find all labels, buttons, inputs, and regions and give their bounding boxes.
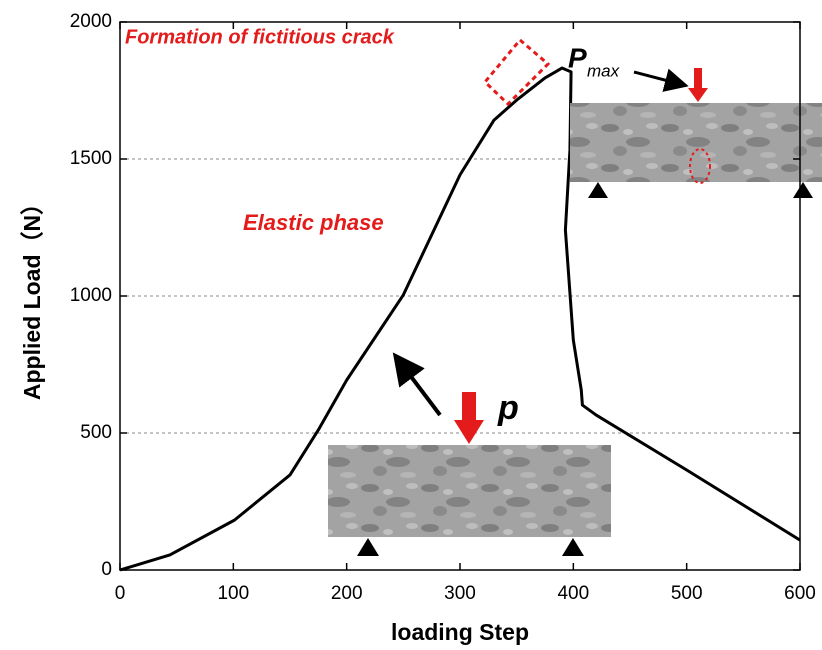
beam-image xyxy=(570,103,822,182)
beam-image xyxy=(328,445,611,537)
load-arrow xyxy=(688,88,708,102)
crack-circle xyxy=(689,148,711,184)
load-arrow xyxy=(462,392,476,420)
peak-label-sub: max xyxy=(587,61,620,80)
annotation: p xyxy=(497,389,519,427)
x-tick-label: 100 xyxy=(217,583,249,604)
x-tick-label: 500 xyxy=(671,583,703,604)
axis-frame xyxy=(119,21,801,571)
axes: 0 500 1000 1500 2000 0 100 200 300 400 500 600 loadi… xyxy=(19,11,816,645)
support xyxy=(793,182,813,198)
y-tick-label: 500 xyxy=(80,422,112,443)
load-curve xyxy=(119,66,801,572)
x-axis-title: loading Step xyxy=(391,619,529,645)
x-tick-label: 600 xyxy=(784,583,816,604)
annotation: Formation of fictitious crack xyxy=(125,26,395,48)
x-tick-label: 400 xyxy=(557,583,589,604)
beam-insets: Formation of fictitious crack Elastic ph… xyxy=(125,26,822,556)
x-tick-label: 200 xyxy=(331,583,363,604)
x-tick-label: 300 xyxy=(444,583,476,604)
support xyxy=(562,538,584,556)
y-tick-label: 1000 xyxy=(70,285,112,306)
support xyxy=(357,538,379,556)
y-tick-label: 0 xyxy=(101,559,112,580)
pointer-arrow xyxy=(392,352,442,417)
crack-zone xyxy=(482,37,551,107)
load-arrow xyxy=(454,420,484,444)
y-axis-title: Applied Load（N） xyxy=(19,192,45,400)
support xyxy=(588,182,608,198)
load-arrow xyxy=(694,68,702,88)
y-tick-label: 1500 xyxy=(70,148,112,169)
x-tick-label: 0 xyxy=(115,583,126,604)
y-tick-label: 2000 xyxy=(70,11,112,32)
peak-label: P xyxy=(568,42,587,73)
pointer-arrow xyxy=(633,68,689,92)
annotation: Elastic phase xyxy=(243,210,384,235)
